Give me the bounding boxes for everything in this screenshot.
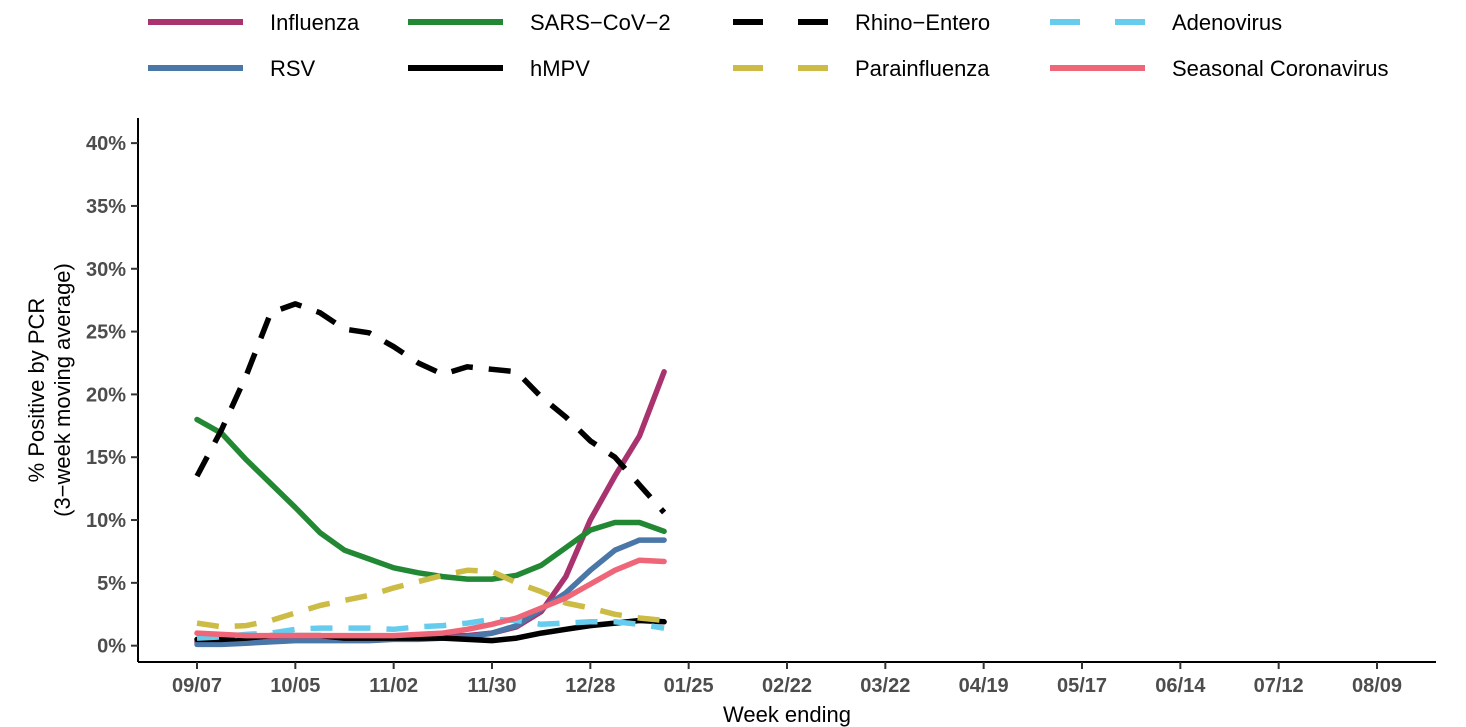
legend-label: Rhino−Entero — [855, 10, 990, 35]
legend-label: Seasonal Coronavirus — [1172, 56, 1388, 81]
x-tick-label: 01/25 — [664, 675, 714, 697]
legend: Influenza RSV SARS−CoV−2 hMPV Rhino−Entero Pa… — [148, 10, 1388, 81]
legend-label: hMPV — [530, 56, 590, 81]
y-tick-label: 25% — [86, 322, 126, 344]
legend-item-parainfluenza: Parainfluenza — [733, 56, 990, 81]
y-tick-label: 35% — [86, 196, 126, 218]
x-tick-label: 11/02 — [369, 675, 418, 697]
legend-item-influenza: Influenza — [148, 10, 360, 35]
y-tick-label: 15% — [86, 447, 126, 469]
y-axis-title: % Positive by PCR (3−week moving average… — [24, 263, 75, 517]
x-tick-label: 03/22 — [860, 675, 910, 697]
legend-label: Parainfluenza — [855, 56, 990, 81]
series-line-rhino-entero — [194, 301, 667, 515]
legend-item-rsv: RSV — [148, 56, 316, 81]
x-tick-label: 09/07 — [172, 675, 222, 697]
y-axis-title-line-2: (3−week moving average) — [50, 263, 75, 517]
legend-item-adenovirus: Adenovirus — [1050, 10, 1282, 35]
x-tick-label: 02/22 — [762, 675, 812, 697]
legend-item-rhino-entero: Rhino−Entero — [733, 10, 990, 35]
series-line-adenovirus — [196, 616, 665, 641]
y-tick-label: 30% — [86, 259, 126, 281]
x-tick-label: 08/09 — [1352, 675, 1402, 697]
x-ticks: 09/07 10/05 11/02 11/30 12/28 01/25 02/22 03/22… — [172, 662, 1402, 697]
series-line-sars-cov-2 — [194, 416, 667, 582]
legend-label: Influenza — [270, 10, 360, 35]
axes — [137, 118, 1436, 663]
x-tick-label: 12/28 — [565, 675, 615, 697]
x-tick-label: 10/05 — [270, 675, 320, 697]
series-line-parainfluenza — [196, 567, 665, 630]
legend-label: Adenovirus — [1172, 10, 1282, 35]
y-axis-title-line-1: % Positive by PCR — [24, 298, 49, 483]
legend-label: SARS−CoV−2 — [530, 10, 671, 35]
legend-item-sars-cov-2: SARS−CoV−2 — [408, 10, 671, 35]
series-line-influenza — [194, 369, 667, 645]
legend-item-hmpv: hMPV — [408, 56, 590, 81]
y-ticks: 0% 5% 10% 15% 20% 25% 30% 35% 40% — [86, 133, 138, 658]
y-tick-label: 5% — [97, 573, 126, 595]
series-layer — [194, 301, 667, 648]
x-axis-title: Week ending — [723, 702, 851, 727]
x-tick-label: 11/30 — [468, 675, 517, 697]
x-tick-label: 06/14 — [1155, 675, 1206, 697]
y-tick-label: 10% — [86, 510, 126, 532]
y-tick-label: 0% — [97, 636, 126, 658]
legend-label: RSV — [270, 56, 316, 81]
x-tick-label: 07/12 — [1254, 675, 1304, 697]
x-tick-label: 05/17 — [1057, 675, 1107, 697]
legend-item-seasonal-coronavirus: Seasonal Coronavirus — [1050, 56, 1388, 81]
y-tick-label: 40% — [86, 133, 126, 155]
y-tick-label: 20% — [86, 384, 126, 406]
series-line-seasonal-coronavirus — [194, 557, 667, 639]
x-tick-label: 04/19 — [959, 675, 1009, 697]
